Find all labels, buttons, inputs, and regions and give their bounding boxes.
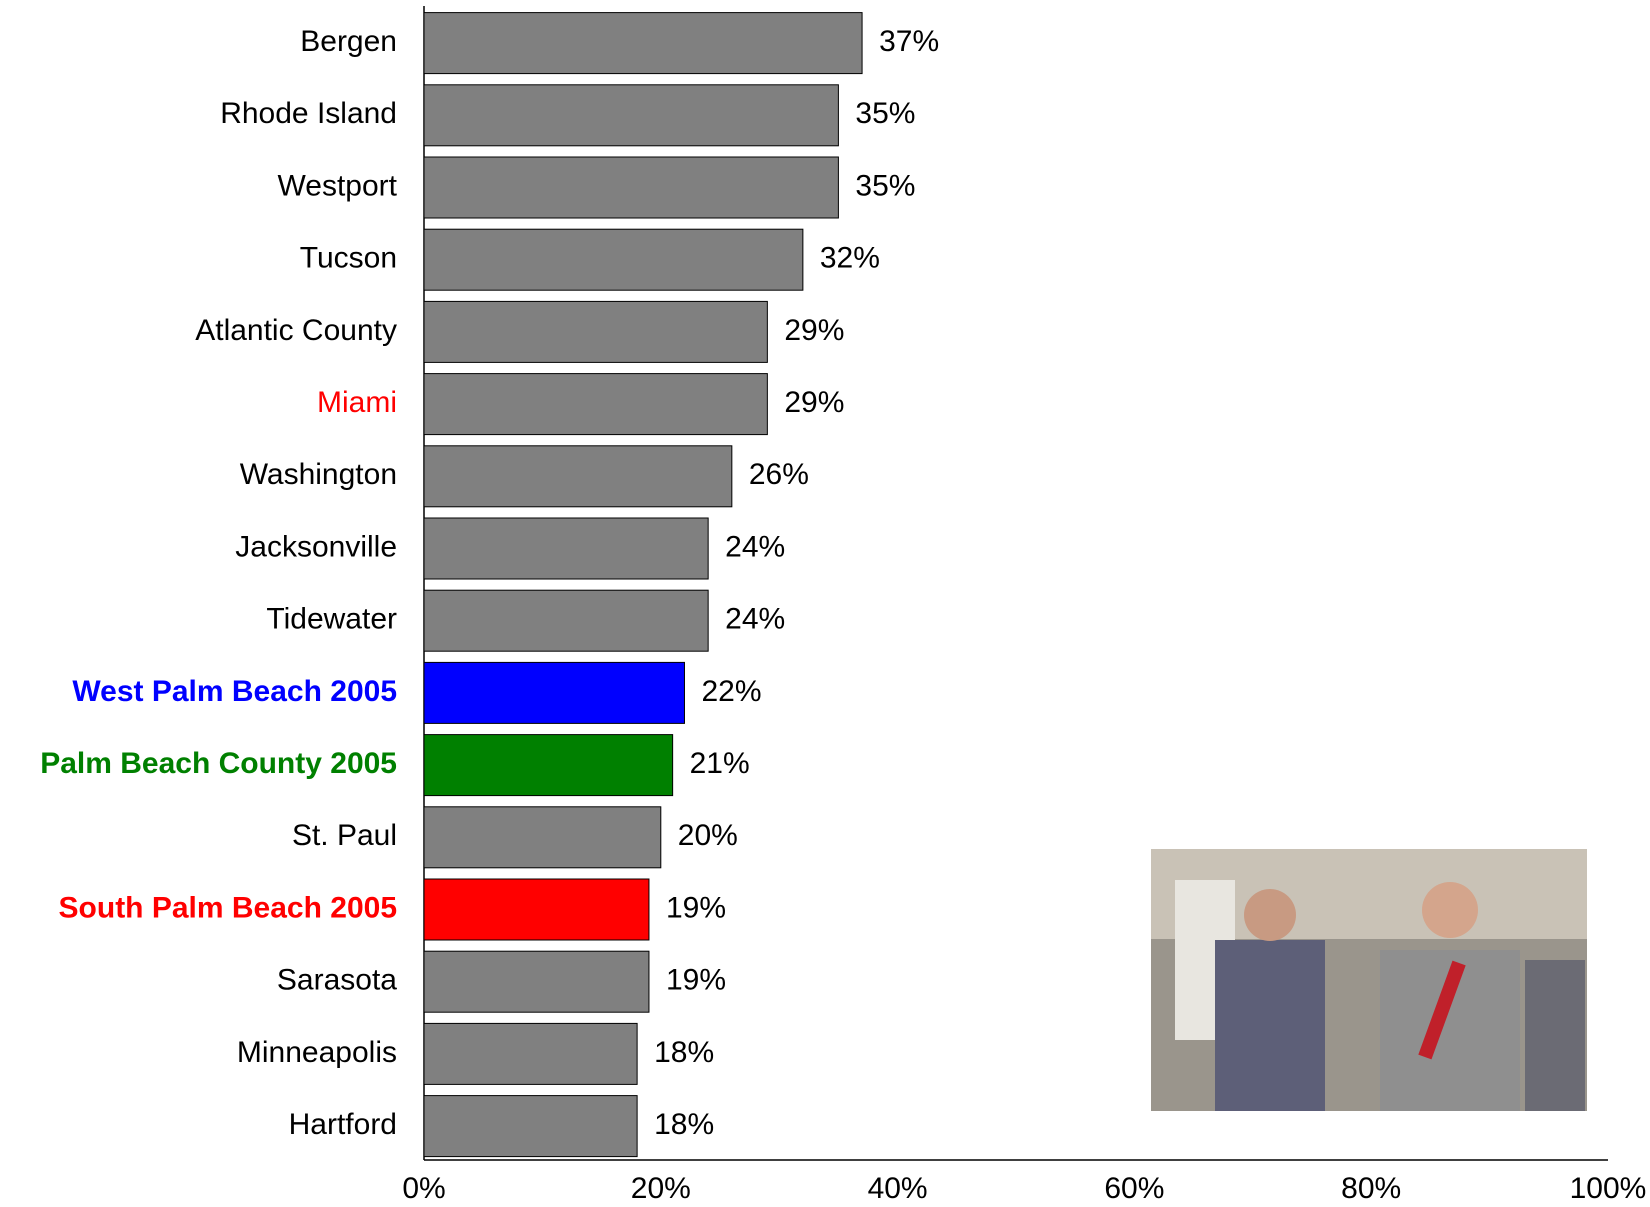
- y-tick-label: Miami: [317, 386, 397, 419]
- bar: [423, 228, 804, 291]
- bar: [423, 445, 733, 508]
- bar: [423, 589, 709, 652]
- value-label: 24%: [725, 530, 785, 563]
- bar: [423, 156, 839, 219]
- value-label: 18%: [654, 1036, 714, 1069]
- photo-head: [1244, 889, 1296, 941]
- bar: [423, 1095, 638, 1158]
- value-label: 20%: [678, 819, 738, 852]
- bar: [423, 661, 685, 724]
- value-label: 19%: [666, 891, 726, 924]
- value-label: 35%: [855, 97, 915, 130]
- bar: [423, 373, 768, 436]
- value-label: 29%: [784, 314, 844, 347]
- value-label: 35%: [855, 169, 915, 202]
- y-tick-label: Jacksonville: [235, 530, 397, 563]
- bar: [423, 517, 709, 580]
- y-tick-label: South Palm Beach 2005: [59, 891, 397, 924]
- bar: [423, 300, 768, 363]
- photo-figure: [1215, 940, 1325, 1111]
- photo: [1151, 849, 1587, 1111]
- value-label: 37%: [879, 25, 939, 58]
- y-tick-label: Hartford: [289, 1108, 397, 1141]
- x-tick-label: 40%: [868, 1172, 928, 1205]
- y-tick-label: Tucson: [300, 242, 397, 275]
- bar: [423, 734, 674, 797]
- value-label: 29%: [784, 386, 844, 419]
- x-tick-label: 0%: [402, 1172, 445, 1205]
- y-tick-label: Washington: [240, 458, 397, 491]
- y-tick-label: West Palm Beach 2005: [72, 675, 397, 708]
- value-label: 19%: [666, 964, 726, 997]
- photo-head: [1422, 882, 1478, 938]
- value-label: 21%: [690, 747, 750, 780]
- y-tick-label: Minneapolis: [237, 1036, 397, 1069]
- y-tick-label: Westport: [278, 169, 398, 202]
- bar: [423, 878, 650, 941]
- bar: [423, 950, 650, 1013]
- x-tick-label: 20%: [631, 1172, 691, 1205]
- x-tick-label: 60%: [1104, 1172, 1164, 1205]
- bar: [423, 84, 839, 147]
- value-label: 22%: [701, 675, 761, 708]
- bar: [423, 1022, 638, 1085]
- x-tick-label: 100%: [1570, 1172, 1647, 1205]
- value-label: 32%: [820, 242, 880, 275]
- x-tick-label: 80%: [1341, 1172, 1401, 1205]
- bar: [423, 806, 662, 869]
- value-label: 18%: [654, 1108, 714, 1141]
- photo-figure: [1525, 960, 1585, 1111]
- y-tick-label: Sarasota: [277, 964, 397, 997]
- y-tick-label: Tidewater: [266, 603, 397, 636]
- y-tick-label: Bergen: [300, 25, 397, 58]
- y-tick-label: Rhode Island: [220, 97, 397, 130]
- value-label: 24%: [725, 603, 785, 636]
- value-label: 26%: [749, 458, 809, 491]
- y-tick-label: St. Paul: [292, 819, 397, 852]
- y-tick-label: Atlantic County: [195, 314, 397, 347]
- bar: [423, 12, 863, 75]
- photo-tie: [1418, 960, 1466, 1060]
- y-tick-label: Palm Beach County 2005: [40, 747, 397, 780]
